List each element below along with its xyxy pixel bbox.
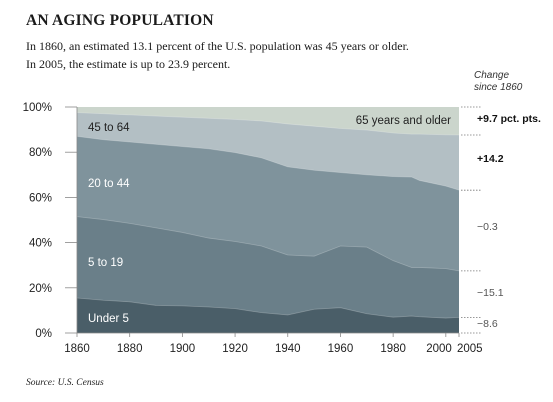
chart-subtitle-line-2: In 2005, the estimate is up to 23.9 perc…	[26, 57, 231, 71]
series-label-65-years-and-older: 65 years and older	[356, 115, 451, 127]
x-tick-label: 1980	[380, 343, 406, 355]
x-tick-label: 1860	[64, 343, 90, 355]
boundary-45-to-64	[76, 112, 460, 136]
chart-subtitle-line-1: In 1860, an estimated 13.1 percent of th…	[26, 39, 409, 53]
chart-title: AN AGING POPULATION	[26, 12, 214, 29]
area-5-to-19	[77, 216, 459, 333]
x-tick-label: 1960	[328, 343, 354, 355]
series-label-5-to-19: 5 to 19	[88, 257, 123, 269]
boundary-5-to-19	[76, 216, 460, 272]
boundary-under-5	[76, 297, 460, 319]
change-column-header: Change since 1860	[474, 70, 544, 94]
change-value-20-to-44: −0.3	[477, 221, 498, 233]
y-tick-label: 60%	[29, 192, 52, 204]
y-tick-label: 40%	[29, 238, 52, 250]
series-label-45-to-64: 45 to 64	[88, 122, 130, 134]
change-value-under-5: −8.6	[477, 318, 498, 330]
series-labels: Under 5 5 to 19 20 to 44 45 to 64 65 years a…	[88, 115, 451, 325]
x-tick-label: 2005	[457, 343, 483, 355]
x-axis: 1860 1880 1900 1920 1940 1960 1980 2000 2005	[64, 332, 483, 355]
y-tick-label: 0%	[35, 328, 52, 340]
series-label-20-to-44: 20 to 44	[88, 178, 130, 190]
change-header-line-1: Change	[474, 70, 510, 81]
change-column: −8.6 −15.1 −0.3 +14.2 +9.7 pct. pts.	[461, 106, 541, 334]
y-tick-label: 80%	[29, 147, 52, 159]
area-under-5	[77, 297, 459, 333]
x-tick-label: 1900	[170, 343, 196, 355]
x-tick-label: 1940	[275, 343, 301, 355]
change-header-line-2: since 1860	[474, 82, 523, 93]
change-value-45-to-64: +14.2	[477, 153, 504, 165]
chart-source: Source: U.S. Census	[26, 378, 104, 388]
x-tick-label: 1920	[222, 343, 248, 355]
y-tick-label: 100%	[23, 102, 52, 114]
series-label-under-5: Under 5	[88, 313, 129, 325]
change-value-65-years-and-older: +9.7 pct. pts.	[477, 113, 541, 125]
boundary-20-to-44	[76, 135, 460, 191]
x-tick-label: 2000	[426, 343, 452, 355]
y-tick-label: 20%	[29, 283, 52, 295]
area-layers	[76, 107, 460, 334]
y-axis: 0% 20% 40% 60% 80% 100%	[23, 102, 78, 340]
x-tick-label: 1880	[117, 343, 143, 355]
change-value-5-to-19: −15.1	[477, 287, 504, 299]
